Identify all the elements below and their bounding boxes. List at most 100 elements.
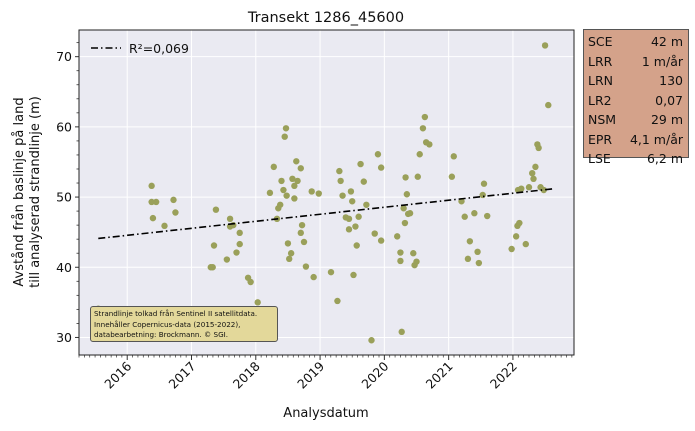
x-tick-label: 2022: [487, 359, 520, 392]
data-point: [270, 163, 277, 171]
data-point: [374, 151, 382, 158]
data-point: [401, 219, 409, 227]
data-point: [308, 188, 315, 195]
data-point: [397, 249, 404, 256]
data-point: [148, 182, 155, 190]
data-point: [532, 163, 539, 171]
data-point: [410, 250, 417, 257]
data-point: [402, 174, 409, 181]
stat-value: 0,07: [655, 92, 683, 108]
data-point: [297, 229, 304, 237]
data-point: [277, 201, 284, 208]
data-point: [327, 268, 335, 276]
data-point: [421, 113, 429, 121]
data-point: [512, 233, 520, 240]
data-point: [479, 191, 486, 199]
trend-line: [98, 187, 555, 240]
data-point: [397, 257, 404, 265]
data-point: [254, 299, 261, 306]
data-point: [357, 160, 364, 168]
data-point: [161, 222, 168, 230]
data-point: [172, 209, 179, 216]
data-point: [337, 177, 344, 185]
data-point: [339, 192, 346, 199]
legend-label: R²=0,069: [129, 41, 189, 56]
data-point: [545, 101, 552, 109]
stat-row-lrr: LRR 1 m/år: [588, 52, 684, 72]
x-axis-label: Analysdatum: [283, 406, 368, 421]
stat-row-lr2: LR2 0,07: [588, 91, 684, 111]
data-point: [352, 223, 359, 230]
data-point: [540, 186, 547, 194]
x-tick-label: 2020: [358, 358, 391, 391]
stat-row-epr: EPR 4,1 m/år: [588, 130, 684, 150]
data-point: [291, 195, 298, 202]
y-axis-label-line1: Avstånd från baslinje på land: [12, 97, 27, 286]
data-point: [426, 141, 433, 148]
data-point: [210, 242, 218, 249]
trend-line-layer: [98, 187, 555, 240]
data-point: [471, 210, 478, 217]
data-point: [541, 42, 549, 49]
stat-value: 4,1 m/år: [629, 131, 683, 147]
data-point: [209, 264, 216, 271]
stat-name: LRR: [588, 53, 613, 69]
plot-area: [79, 30, 574, 355]
data-point: [448, 173, 456, 180]
stat-name: LSE: [588, 151, 611, 166]
plot-frame: [78, 29, 575, 356]
data-point: [300, 238, 308, 246]
data-point: [371, 230, 378, 237]
stat-name: EPR: [588, 131, 613, 147]
data-point: [236, 240, 243, 248]
data-point: [368, 337, 375, 344]
data-point: [289, 175, 296, 183]
stat-value: 130: [659, 73, 683, 88]
data-point: [302, 263, 310, 270]
data-point: [413, 258, 420, 265]
data-point: [226, 215, 234, 223]
data-point: [516, 219, 523, 227]
y-tick-label: 30: [56, 330, 72, 345]
credit-line-copernicus: Innehåller Copernicus-data (2015-2022),: [94, 319, 241, 329]
data-point: [535, 144, 542, 152]
stat-value: 1 m/år: [641, 53, 683, 69]
data-point: [347, 188, 355, 195]
data-point: [286, 255, 293, 263]
data-point: [464, 255, 472, 263]
y-tick-label: 70: [56, 49, 72, 64]
data-point: [287, 250, 295, 257]
data-point: [345, 215, 353, 223]
data-point: [414, 173, 421, 180]
data-point: [334, 297, 341, 305]
stat-name: SCE: [588, 34, 613, 49]
x-tick-label: 2019: [294, 358, 327, 391]
data-point: [310, 273, 317, 281]
data-point: [394, 233, 401, 240]
data-point: [530, 175, 537, 183]
data-point: [403, 191, 411, 198]
y-tick-label: 50: [56, 190, 72, 205]
data-point: [377, 164, 385, 171]
data-point: [247, 278, 254, 286]
data-point: [278, 177, 285, 185]
data-point: [282, 125, 290, 132]
data-point: [484, 212, 491, 220]
data-point: [419, 125, 427, 132]
data-point: [266, 189, 274, 197]
data-point: [377, 237, 385, 244]
legend: R²=0,069: [91, 41, 189, 56]
data-point: [149, 214, 157, 222]
credit-line-source: Strandlinje tolkad från Sentinel II sate…: [94, 309, 258, 318]
data-point: [406, 210, 414, 217]
data-point: [345, 226, 353, 233]
data-point: [350, 271, 357, 279]
data-point: [466, 238, 474, 245]
data-point: [170, 196, 177, 204]
data-point: [398, 328, 405, 336]
stat-row-sce: SCE 42 m: [588, 32, 684, 52]
data-point: [148, 198, 155, 206]
data-point: [508, 245, 515, 253]
y-tick-label: 40: [56, 260, 72, 275]
